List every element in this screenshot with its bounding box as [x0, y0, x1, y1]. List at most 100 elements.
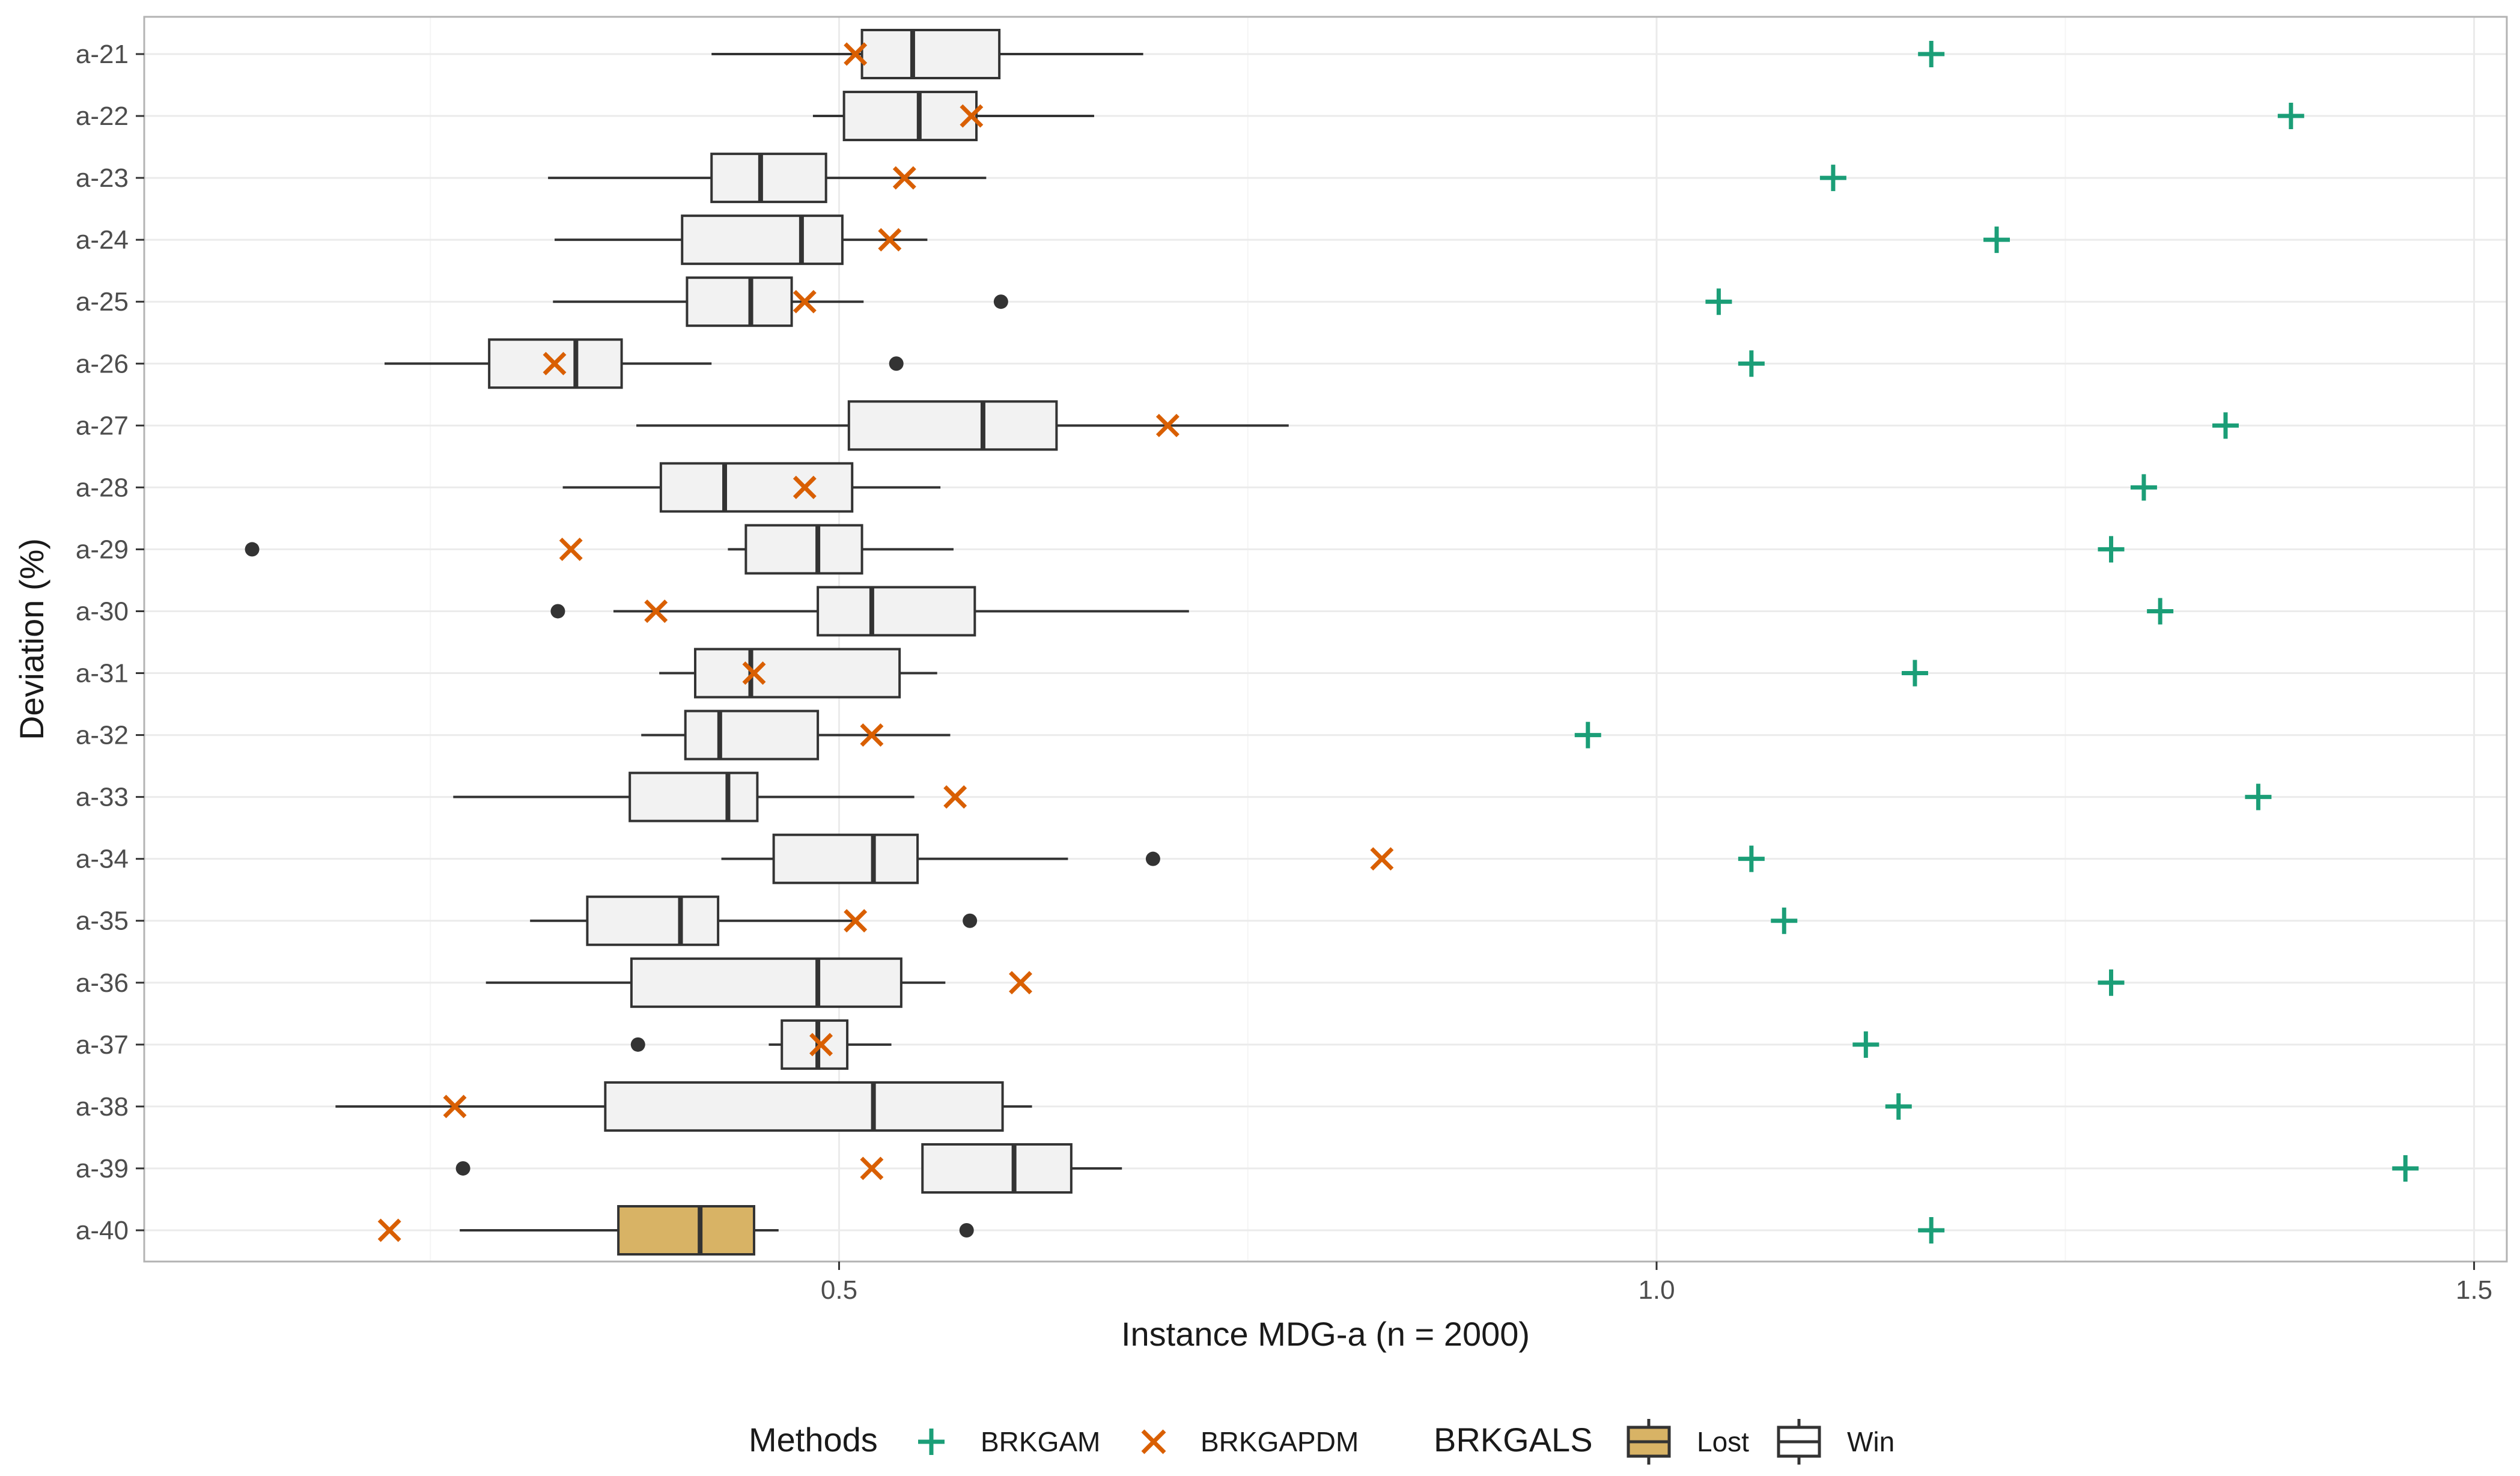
y-axis-ticks: a-21 a-22 a-23 a-24 a-25 a-26 a-27 a-28 a-29 a-30…: [76, 40, 144, 1245]
box-a-34: [721, 833, 1160, 884]
cross-b: [892, 166, 916, 190]
outlier-point: [245, 542, 260, 557]
cross-b: [644, 599, 668, 623]
y-tick-label-a-24: a-24: [76, 225, 129, 255]
brkgapdm-point-a-28: [793, 475, 817, 499]
box-a-36: [485, 957, 946, 1008]
box-a-24: [554, 214, 928, 266]
cross-b: [543, 351, 567, 375]
box-iqr: [628, 771, 759, 822]
box-iqr: [710, 153, 827, 204]
y-tick-label-a-31: a-31: [76, 659, 129, 688]
box-iqr: [781, 1019, 849, 1070]
cross-b: [1009, 971, 1032, 995]
brkgapdm-point-a-39: [860, 1156, 884, 1180]
cross-b: [844, 909, 868, 933]
box-iqr: [681, 214, 844, 266]
cross-b: [559, 537, 583, 561]
cross-b: [860, 723, 884, 747]
y-tick-label-a-36: a-36: [76, 968, 129, 998]
outlier-point: [630, 1037, 645, 1052]
y-axis-title: Deviation (%): [13, 538, 50, 740]
brkgam-point-a-29: [2098, 536, 2125, 563]
box-a-27: [636, 400, 1289, 451]
box-a-28: [562, 462, 941, 513]
y-tick-label-a-40: a-40: [76, 1216, 129, 1245]
y-tick-label-a-26: a-26: [76, 349, 129, 378]
legend-brkgam-key: [918, 1429, 945, 1455]
brkgam-point-a-27: [2212, 412, 2239, 439]
y-tick-label-a-21: a-21: [76, 40, 129, 69]
cross-b: [960, 104, 984, 128]
brkgapdm-point-a-36: [1009, 971, 1032, 995]
method-points: [377, 41, 2419, 1244]
cross-b: [860, 1156, 884, 1180]
box-iqr: [694, 648, 901, 699]
box-a-39: [455, 1143, 1122, 1194]
outlier-point: [1145, 851, 1160, 866]
cross-b: [943, 785, 967, 809]
legend-lost-label: Lost: [1697, 1426, 1749, 1457]
brkgapdm-point-a-33: [943, 785, 967, 809]
brkgapdm-point-a-29: [559, 537, 583, 561]
box-iqr: [586, 895, 720, 946]
brkgam-point-a-23: [1819, 165, 1846, 192]
box-iqr: [772, 833, 919, 884]
y-tick-label-a-28: a-28: [76, 473, 129, 502]
brkgapdm-point-a-24: [878, 228, 902, 252]
y-tick-label-a-22: a-22: [76, 102, 129, 131]
box-iqr: [686, 276, 793, 327]
cross-b: [844, 42, 868, 66]
box-iqr: [630, 957, 902, 1008]
legend-brkgals-title: BRKGALS: [1434, 1421, 1593, 1459]
brkgam-point-a-36: [2098, 969, 2125, 996]
box-iqr: [617, 1205, 755, 1256]
x-tick-label: 0.5: [821, 1275, 857, 1305]
cross-b: [1155, 413, 1179, 437]
brkgapdm-point-a-22: [960, 104, 984, 128]
cross-b: [1370, 847, 1394, 871]
cross-b: [742, 661, 766, 685]
box-a-21: [711, 29, 1143, 79]
box-a-33: [453, 771, 915, 822]
brkgam-point-a-34: [1738, 845, 1765, 872]
brkgapdm-point-a-21: [844, 42, 868, 66]
brkgapdm-point-a-25: [793, 290, 817, 314]
box-iqr: [860, 29, 1001, 79]
box-a-22: [812, 91, 1094, 142]
brkgam-point-a-32: [1574, 721, 1601, 749]
outlier-point: [455, 1161, 470, 1176]
box-a-40: [460, 1205, 974, 1256]
box-iqr: [604, 1081, 1004, 1132]
x-tick-label: 1.0: [1638, 1275, 1675, 1305]
legend-win-label: Win: [1847, 1426, 1895, 1457]
legend-lost-key: [1627, 1419, 1671, 1465]
brkgapdm-point-a-35: [844, 909, 868, 933]
y-tick-label-a-33: a-33: [76, 783, 129, 812]
brkgapdm-point-a-34: [1370, 847, 1394, 871]
brkgapdm-point-a-38: [443, 1095, 467, 1119]
x-axis-ticks: 0.5 1.0 1.5: [821, 1262, 2492, 1305]
legend-brkgapdm-key: [1141, 1429, 1166, 1454]
brkgapdm-point-a-30: [644, 599, 668, 623]
outlier-point: [993, 294, 1008, 309]
brkgapdm-point-a-26: [543, 351, 567, 375]
box-a-32: [641, 709, 951, 761]
y-tick-label-a-32: a-32: [76, 721, 129, 750]
brkgam-point-a-38: [1885, 1093, 1912, 1120]
y-tick-label-a-25: a-25: [76, 287, 129, 317]
outlier-point: [963, 913, 978, 928]
legend: Methods BRKGAM BRKGAPDM BRKGALS Lost Win: [749, 1419, 1895, 1465]
legend-brkgapdm-label: BRKGAPDM: [1201, 1426, 1359, 1457]
box-iqr: [744, 524, 863, 575]
outlier-point: [959, 1223, 974, 1238]
y-tick-label-a-38: a-38: [76, 1092, 129, 1122]
brkgam-point-a-24: [1983, 226, 2010, 254]
brkgapdm-point-a-31: [742, 661, 766, 685]
cross-b: [878, 228, 902, 252]
box-iqr: [817, 586, 976, 637]
cross-b: [793, 290, 817, 314]
x-tick-label: 1.5: [2456, 1275, 2492, 1305]
brkgam-point-a-39: [2392, 1155, 2419, 1182]
